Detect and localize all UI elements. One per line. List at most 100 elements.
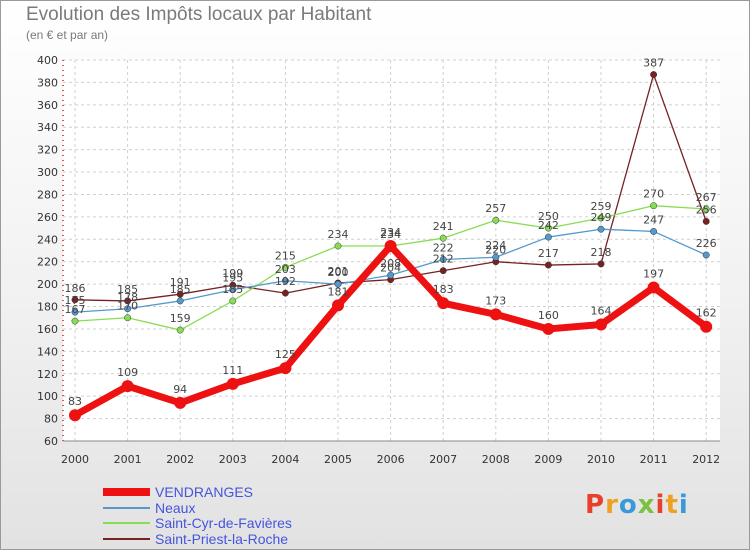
data-label: 195 bbox=[222, 272, 243, 285]
data-point bbox=[121, 380, 134, 393]
data-label: 94 bbox=[173, 383, 187, 396]
data-point bbox=[595, 318, 607, 331]
data-label: 224 bbox=[485, 239, 506, 252]
data-label: 387 bbox=[643, 57, 664, 70]
data-label: 257 bbox=[485, 202, 506, 215]
data-point bbox=[281, 289, 289, 297]
data-point bbox=[174, 396, 187, 409]
data-label: 125 bbox=[275, 348, 296, 361]
data-point bbox=[544, 261, 552, 269]
data-label: 267 bbox=[696, 191, 717, 204]
data-point bbox=[492, 253, 500, 261]
data-point bbox=[439, 267, 447, 275]
legend-label: Saint-Priest-la-Roche bbox=[155, 531, 288, 547]
x-tick-label: 2001 bbox=[114, 453, 142, 466]
data-label: 247 bbox=[643, 213, 664, 226]
data-label: 226 bbox=[696, 237, 717, 250]
data-point bbox=[492, 216, 500, 224]
y-tick-label: 380 bbox=[37, 76, 58, 89]
data-label: 270 bbox=[643, 188, 664, 201]
legend-label: Neaux bbox=[155, 500, 195, 516]
y-tick-label: 260 bbox=[37, 211, 58, 224]
data-point bbox=[439, 234, 447, 242]
data-label: 259 bbox=[591, 200, 612, 213]
data-label: 183 bbox=[433, 283, 454, 296]
data-point bbox=[124, 314, 132, 322]
data-label: 178 bbox=[117, 291, 138, 304]
y-tick-label: 400 bbox=[37, 54, 58, 67]
data-point bbox=[229, 297, 237, 305]
y-tick-label: 360 bbox=[37, 99, 58, 112]
data-point bbox=[69, 409, 81, 422]
x-tick-label: 2006 bbox=[377, 453, 405, 466]
data-point bbox=[650, 202, 658, 210]
logo-letter: t bbox=[665, 490, 679, 520]
data-point bbox=[281, 277, 289, 285]
logo-letter: i bbox=[678, 490, 689, 520]
data-point bbox=[542, 322, 555, 335]
data-point bbox=[279, 362, 292, 375]
data-label: 164 bbox=[591, 304, 612, 317]
data-label: 203 bbox=[275, 263, 296, 276]
data-label: 218 bbox=[591, 246, 612, 259]
logo-letter: r bbox=[605, 490, 619, 520]
data-label: 173 bbox=[485, 294, 506, 307]
data-point bbox=[702, 251, 710, 259]
logo-letter: i bbox=[655, 490, 666, 520]
y-tick-label: 300 bbox=[37, 166, 58, 179]
y-tick-label: 160 bbox=[37, 323, 58, 336]
data-label: 175 bbox=[65, 294, 86, 307]
data-point bbox=[176, 297, 184, 305]
data-point bbox=[650, 228, 658, 235]
data-point bbox=[226, 377, 239, 390]
y-tick-label: 180 bbox=[37, 301, 58, 314]
data-label: 111 bbox=[222, 364, 243, 377]
data-label: 200 bbox=[328, 266, 349, 279]
data-label: 185 bbox=[222, 283, 243, 296]
data-point bbox=[124, 305, 132, 313]
data-label: 241 bbox=[433, 220, 454, 233]
data-label: 185 bbox=[117, 283, 138, 296]
y-tick-label: 240 bbox=[37, 233, 58, 246]
x-tick-label: 2009 bbox=[534, 453, 562, 466]
data-point bbox=[176, 290, 184, 298]
data-label: 201 bbox=[328, 265, 349, 278]
x-tick-label: 2003 bbox=[219, 453, 247, 466]
data-point bbox=[176, 326, 184, 334]
x-tick-label: 2005 bbox=[324, 453, 352, 466]
data-label: 208 bbox=[380, 257, 401, 270]
data-point bbox=[437, 297, 450, 310]
x-tick-label: 2000 bbox=[61, 453, 89, 466]
chart-subtitle: (en € et par an) bbox=[26, 28, 109, 42]
data-point bbox=[702, 205, 710, 213]
data-label: 181 bbox=[328, 285, 349, 298]
legend-label: VENDRANGES bbox=[155, 484, 253, 500]
data-label: 109 bbox=[117, 366, 138, 379]
data-label: 197 bbox=[643, 267, 664, 280]
logo-letter: o bbox=[618, 490, 638, 520]
data-label: 222 bbox=[433, 241, 454, 254]
data-point bbox=[544, 224, 552, 232]
x-tick-label: 2008 bbox=[482, 453, 510, 466]
data-label: 212 bbox=[433, 253, 454, 266]
data-point bbox=[647, 281, 660, 294]
y-tick-label: 100 bbox=[37, 390, 58, 403]
data-point bbox=[71, 317, 79, 325]
data-point bbox=[702, 217, 710, 225]
data-point bbox=[332, 299, 344, 312]
data-point bbox=[387, 271, 395, 279]
data-label: 192 bbox=[275, 275, 296, 288]
data-label: 199 bbox=[222, 267, 243, 280]
data-label: 220 bbox=[485, 244, 506, 257]
y-tick-label: 200 bbox=[37, 278, 58, 291]
x-tick-label: 2012 bbox=[692, 453, 720, 466]
data-label: 234 bbox=[328, 228, 349, 241]
data-point bbox=[700, 320, 713, 333]
data-label: 185 bbox=[170, 283, 191, 296]
data-label: 249 bbox=[591, 211, 612, 224]
y-tick-label: 220 bbox=[37, 256, 58, 269]
y-tick-label: 320 bbox=[37, 144, 58, 157]
data-point bbox=[384, 240, 397, 253]
legend-label: Saint-Cyr-de-Favières bbox=[155, 515, 292, 531]
